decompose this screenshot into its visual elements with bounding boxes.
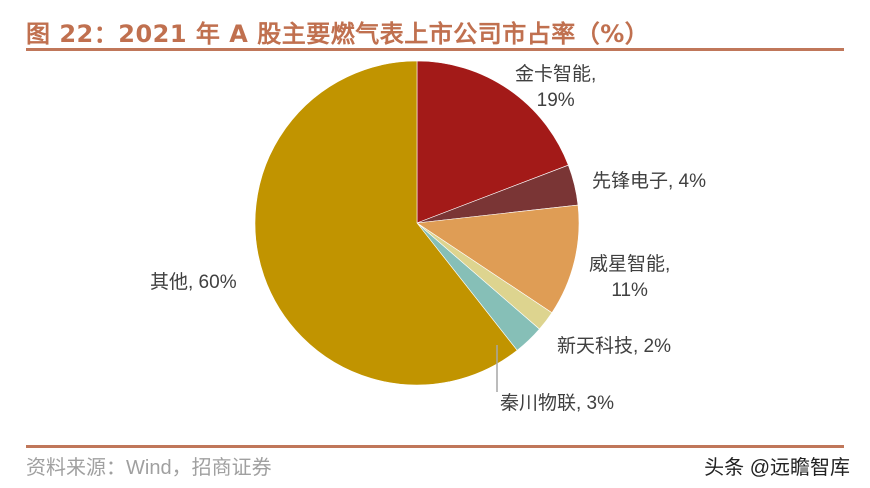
title-divider [26, 48, 844, 51]
pie-slice-5 [254, 60, 518, 386]
chart-title: 图 22：2021 年 A 股主要燃气表上市公司市占率（%） [26, 20, 650, 48]
label-jinka-name: 金卡智能, [515, 64, 597, 85]
label-weixing: 威星智能, 11% [589, 252, 670, 304]
pie-slice-2 [416, 204, 580, 314]
label-xianfeng: 先锋电子, 4% [592, 171, 707, 192]
footer-divider [26, 445, 844, 448]
source-note: 资料来源：Wind，招商证券 [26, 457, 272, 479]
label-other: 其他, 60% [150, 272, 237, 293]
label-jinka: 金卡智能, 19% [515, 62, 596, 114]
label-weixing-pct: 11% [611, 280, 648, 301]
label-jinka-pct: 19% [536, 90, 575, 111]
pie-slice-0 [416, 60, 569, 224]
label-weixing-name: 威星智能, [589, 254, 671, 275]
watermark: 头条 @远瞻智库 [704, 457, 850, 479]
label-qinchuan: 秦川物联, 3% [500, 393, 615, 414]
pie-slices [254, 60, 580, 386]
label-xintian: 新天科技, 2% [557, 336, 672, 357]
